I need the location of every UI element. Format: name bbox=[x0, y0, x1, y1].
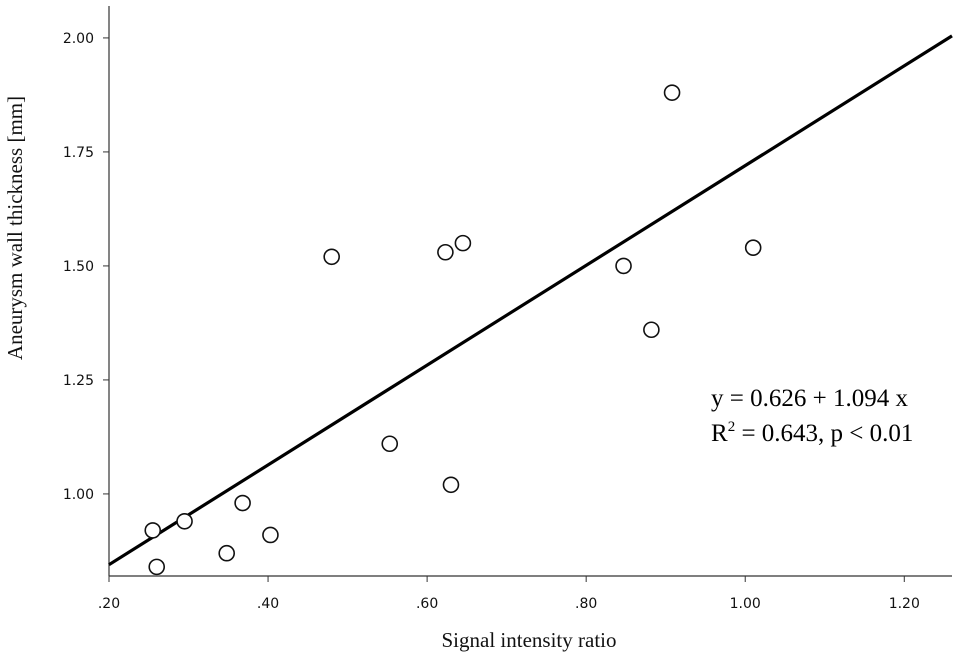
x-tick-label: .40 bbox=[257, 596, 279, 612]
x-axis-title: Signal intensity ratio bbox=[442, 628, 617, 652]
x-tick-label: 1.00 bbox=[730, 596, 761, 612]
y-axis-ticks: 1.00 1.25 1.50 1.75 2.00 bbox=[63, 31, 109, 503]
axes bbox=[108, 6, 952, 577]
data-point bbox=[262, 526, 279, 544]
x-tick-label: .20 bbox=[98, 596, 120, 612]
data-point bbox=[442, 476, 460, 494]
y-tick-label: 2.00 bbox=[63, 31, 94, 47]
y-tick-label: 1.50 bbox=[63, 259, 94, 275]
data-point bbox=[218, 544, 236, 562]
r-superscript: 2 bbox=[728, 419, 736, 435]
regression-equation: y = 0.626 + 1.094 x bbox=[711, 385, 908, 412]
regression-line bbox=[108, 34, 953, 567]
data-point bbox=[323, 248, 340, 266]
data-point bbox=[663, 84, 681, 101]
y-tick-label: 1.75 bbox=[63, 145, 94, 161]
x-axis-ticks: .20 .40 .60 .80 1.00 1.20 bbox=[98, 576, 920, 612]
data-point bbox=[176, 512, 193, 530]
data-point bbox=[437, 243, 454, 261]
data-point bbox=[454, 234, 472, 252]
y-axis-title: Aneurysm wall thickness [mm] bbox=[3, 96, 27, 360]
data-point bbox=[381, 435, 399, 453]
r-squared-and-p: = 0.643, p < 0.01 bbox=[735, 420, 913, 447]
data-point bbox=[643, 321, 660, 339]
data-point bbox=[234, 494, 251, 512]
x-tick-label: .80 bbox=[575, 596, 597, 612]
y-tick-label: 1.00 bbox=[63, 487, 94, 503]
r-symbol: R bbox=[711, 420, 728, 447]
data-point bbox=[744, 239, 762, 256]
data-points bbox=[144, 84, 762, 576]
data-point bbox=[144, 522, 162, 539]
data-point bbox=[148, 558, 166, 576]
x-tick-label: 1.20 bbox=[889, 596, 920, 612]
x-tick-label: .60 bbox=[416, 596, 438, 612]
data-point bbox=[615, 257, 632, 275]
y-tick-label: 1.25 bbox=[63, 373, 94, 389]
regression-stats: R2 = 0.643, p < 0.01 bbox=[711, 419, 913, 447]
